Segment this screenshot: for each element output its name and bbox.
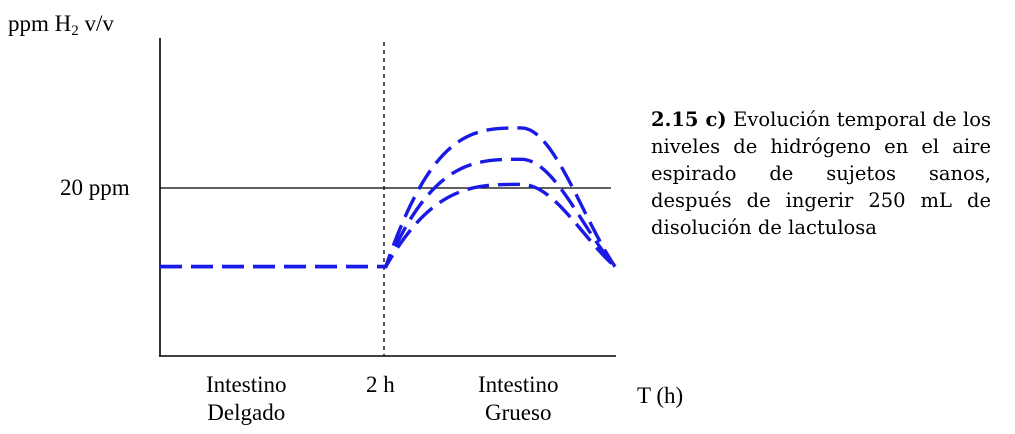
x-tick-label-2h: 2 h: [366, 372, 395, 397]
region-label-small-intestine: Intestino Delgado: [206, 372, 287, 425]
caption-number: 2.15 c): [651, 108, 727, 131]
caption-text: Evolución temporal de los niveles de hid…: [651, 108, 991, 239]
y-axis-label: ppm H2 v/v: [8, 11, 114, 39]
series-line-2: [160, 157, 617, 269]
reference-line-label: 20 ppm: [60, 175, 130, 200]
figure-caption: 2.15 c) Evolución temporal de los nivele…: [651, 106, 991, 241]
region-label-large-intestine: Intestino Grueso: [478, 372, 559, 425]
x-axis-label: T (h): [637, 383, 684, 408]
series-line-3: [160, 182, 617, 269]
series-group: [160, 126, 617, 269]
series-line-1: [160, 126, 617, 269]
